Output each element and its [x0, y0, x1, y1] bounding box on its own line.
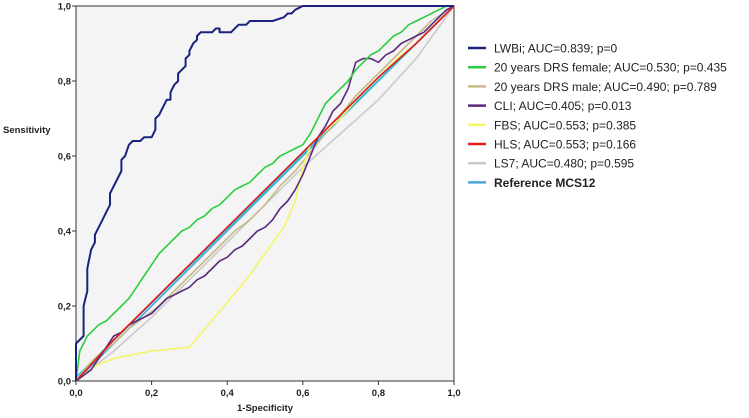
y-tick-label: 0,8: [58, 77, 71, 88]
series-line-3: [75, 5, 455, 382]
x-axis-label: 1-Specificity: [237, 403, 294, 414]
legend-label: 20 years DRS male; AUC=0.490; p=0.789: [494, 80, 717, 94]
x-tick-label: 0,4: [221, 388, 235, 399]
legend-label: FBS; AUC=0.553; p=0.385: [494, 118, 636, 132]
series-layer: [75, 5, 455, 382]
legend-label: CLI; AUC=0.405; p=0.013: [494, 99, 632, 113]
x-tick-label: 0,2: [145, 388, 158, 399]
y-tick-label: 1,0: [58, 2, 71, 13]
series-line-1: [75, 5, 454, 382]
x-tick-label: 0,8: [372, 388, 385, 399]
series-line-2: [75, 5, 455, 382]
y-tick-labels: 0,0 0,2 0,4 0,6 0,8 1,0: [58, 2, 72, 388]
y-tick-label: 0,0: [58, 377, 71, 388]
legend-label: LS7; AUC=0.480; p=0.595: [494, 157, 634, 171]
y-axis-label: Sensitivity: [3, 125, 51, 136]
legend: LWBi; AUC=0.839; p=0 20 years DRS female;…: [468, 42, 727, 190]
series-line-5: [75, 5, 455, 382]
x-tick-label: 0,0: [69, 388, 82, 399]
series-line-0: [75, 5, 454, 381]
x-tick-label: 1,0: [447, 388, 460, 399]
y-tick-label: 0,6: [58, 152, 71, 163]
legend-label: 20 years DRS female; AUC=0.530; p=0.435: [494, 61, 727, 75]
legend-label: HLS; AUC=0.553; p=0.166: [494, 138, 636, 152]
x-tick-label: 0,6: [296, 388, 309, 399]
y-tick-label: 0,2: [58, 302, 71, 313]
y-tick-label: 0,4: [58, 227, 72, 238]
legend-label: LWBi; AUC=0.839; p=0: [494, 42, 618, 56]
x-tick-labels: 0,0 0,2 0,4 0,6 0,8 1,0: [69, 388, 460, 399]
legend-label: Reference MCS12: [494, 176, 596, 190]
